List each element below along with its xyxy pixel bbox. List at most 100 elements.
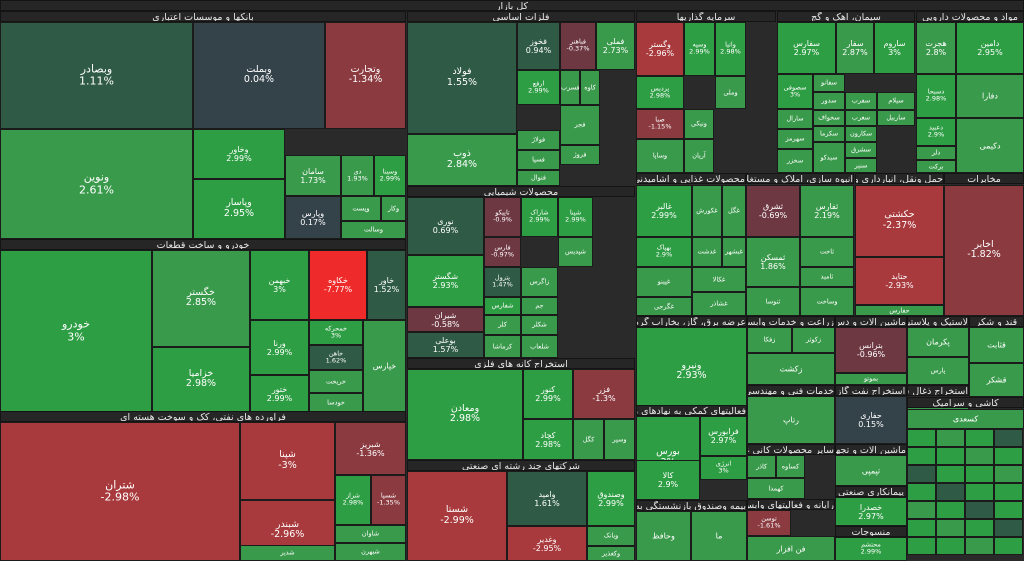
- stock-tile[interactable]: دفارا: [956, 74, 1024, 118]
- stock-tile[interactable]: وبصادر 1.11%: [0, 22, 193, 129]
- stock-tile[interactable]: قثابت: [969, 327, 1024, 363]
- stock-tile[interactable]: دی 1.93%: [341, 155, 374, 196]
- stock-tile[interactable]: توسن -1.61%: [747, 510, 791, 536]
- stock-tile[interactable]: شبریز -1.36%: [335, 422, 406, 475]
- sector-header[interactable]: سیمان، آهک و گچ: [777, 11, 915, 22]
- stock-tile[interactable]: شبهرن: [335, 543, 406, 561]
- minor-stock-tile[interactable]: [907, 429, 936, 447]
- stock-tile[interactable]: شراز 2.98%: [335, 475, 371, 525]
- stock-tile[interactable]: دسبحا 2.98%: [916, 74, 956, 118]
- sector-header[interactable]: عرضه برق، گاز، بخاراب گرم: [636, 316, 747, 327]
- minor-stock-tile[interactable]: [965, 465, 994, 483]
- stock-tile[interactable]: واتیا 2.98%: [715, 22, 746, 76]
- stock-tile[interactable]: فولاژ: [517, 130, 560, 150]
- stock-tile[interactable]: فخوز 0.94%: [517, 22, 560, 70]
- stock-tile[interactable]: بترانس -0.96%: [835, 327, 907, 373]
- minor-stock-tile[interactable]: [965, 483, 994, 501]
- sector-header[interactable]: حمل ونقل، انبارداری و ارتباطات: [855, 173, 944, 184]
- stock-tile[interactable]: شپنا -3%: [240, 422, 335, 500]
- stock-tile[interactable]: شلعاب: [521, 335, 558, 358]
- stock-tile[interactable]: وساخت: [800, 287, 854, 316]
- stock-tile[interactable]: سهرمز: [777, 129, 813, 149]
- minor-stock-tile[interactable]: [994, 501, 1023, 519]
- stock-tile[interactable]: فن افزار: [747, 536, 835, 561]
- stock-tile[interactable]: زکوثر: [792, 327, 835, 353]
- stock-tile[interactable]: بوعلی 1.57%: [407, 332, 484, 358]
- stock-tile[interactable]: وتجارت -1.34%: [325, 22, 406, 129]
- stock-tile[interactable]: سصوفی 3%: [777, 74, 813, 109]
- stock-tile[interactable]: فرابورس 2.97%: [700, 416, 747, 456]
- stock-tile[interactable]: هجرت 2.8%: [916, 22, 956, 74]
- stock-tile[interactable]: کاوه: [580, 70, 600, 105]
- stock-tile[interactable]: ثشرق -0.69%: [746, 185, 800, 237]
- stock-tile[interactable]: غگرجی: [636, 297, 692, 316]
- stock-tile[interactable]: ساروم 3%: [874, 22, 915, 74]
- stock-tile[interactable]: وسینا 2.99%: [374, 155, 406, 196]
- stock-tile[interactable]: ونیرو 2.93%: [636, 327, 747, 416]
- stock-tile[interactable]: فملی 2.73%: [596, 22, 635, 70]
- stock-tile[interactable]: سفارس 2.97%: [777, 22, 836, 74]
- stock-tile[interactable]: وحافظ: [636, 511, 691, 561]
- stock-tile[interactable]: دعبید 2.9%: [916, 118, 956, 146]
- stock-tile[interactable]: برکت: [916, 160, 956, 173]
- stock-tile[interactable]: فسپا: [517, 150, 560, 170]
- stock-tile[interactable]: وغدیر -2.95%: [507, 526, 587, 561]
- stock-tile[interactable]: جم: [521, 297, 558, 315]
- stock-tile[interactable]: قشکر: [969, 363, 1024, 397]
- stock-tile[interactable]: پردیس 2.98%: [636, 76, 684, 109]
- stock-tile[interactable]: فسرب: [560, 70, 580, 105]
- minor-stock-tile[interactable]: [907, 501, 936, 519]
- sector-header[interactable]: خدمات فنی و مهندسی: [747, 385, 835, 396]
- sector-header[interactable]: استخراج ذغال سنگ: [907, 385, 969, 396]
- stock-tile[interactable]: خاهن 1.62%: [309, 345, 363, 370]
- stock-tile[interactable]: سغرب: [845, 110, 877, 126]
- stock-tile[interactable]: سکرما: [813, 126, 845, 142]
- stock-tile[interactable]: وپاسار 2.95%: [193, 179, 285, 239]
- minor-stock-tile[interactable]: [936, 447, 965, 465]
- stock-tile[interactable]: فولاد 1.55%: [407, 22, 517, 134]
- sector-header[interactable]: منسوجات: [835, 526, 907, 537]
- sector-header[interactable]: فعالیتهای کمکی به نهادهای مال: [636, 405, 747, 416]
- stock-tile[interactable]: تپمپی: [835, 455, 907, 486]
- stock-tile[interactable]: وملی: [715, 76, 746, 109]
- stock-tile[interactable]: پکرمان: [907, 327, 969, 357]
- stock-tile[interactable]: پترول 1.47%: [484, 267, 521, 297]
- stock-tile[interactable]: ثاخت: [800, 237, 854, 267]
- stock-tile[interactable]: ومعادن 2.98%: [407, 369, 523, 460]
- minor-stock-tile[interactable]: [965, 429, 994, 447]
- sector-header[interactable]: مواد و محصولات دارویی: [916, 11, 1024, 22]
- stock-tile[interactable]: اخابر -1.82%: [944, 185, 1024, 316]
- stock-tile[interactable]: فروژ: [560, 145, 600, 165]
- stock-tile[interactable]: کگل: [573, 419, 604, 460]
- stock-tile[interactable]: خپارس: [363, 320, 406, 412]
- minor-stock-tile[interactable]: [994, 465, 1023, 483]
- stock-tile[interactable]: خصدرا 2.97%: [835, 497, 907, 526]
- sector-header[interactable]: مخابرات: [944, 173, 1024, 184]
- stock-tile[interactable]: خبهمن 3%: [250, 250, 309, 320]
- stock-tile[interactable]: خاور 1.52%: [367, 250, 406, 320]
- stock-tile[interactable]: سکارون: [845, 126, 877, 142]
- stock-tile[interactable]: کلر: [484, 315, 521, 335]
- stock-tile[interactable]: ثفارس 2.19%: [800, 185, 854, 237]
- stock-tile[interactable]: وساپا: [636, 139, 684, 173]
- stock-tile[interactable]: فجر: [560, 105, 600, 145]
- minor-stock-tile[interactable]: [965, 519, 994, 537]
- minor-stock-tile[interactable]: [965, 501, 994, 519]
- stock-tile[interactable]: کچاد 2.98%: [523, 419, 573, 460]
- stock-tile[interactable]: ساربیل: [877, 110, 915, 126]
- stock-tile[interactable]: سشرق: [845, 142, 877, 158]
- stock-tile[interactable]: وسپه 2.99%: [684, 22, 715, 76]
- minor-stock-tile[interactable]: [936, 537, 965, 555]
- stock-tile[interactable]: دلر: [916, 146, 956, 160]
- stock-tile[interactable]: خودرو 3%: [0, 250, 152, 412]
- stock-tile[interactable]: وسالت: [341, 221, 406, 239]
- stock-tile[interactable]: ثنوسا: [746, 287, 800, 316]
- stock-tile[interactable]: آریان: [684, 139, 714, 173]
- stock-tile[interactable]: سیلام: [877, 92, 915, 110]
- stock-tile[interactable]: کرماشا: [484, 335, 521, 358]
- minor-stock-tile[interactable]: [907, 537, 936, 555]
- stock-tile[interactable]: ارفع 2.99%: [517, 70, 560, 105]
- minor-stock-tile[interactable]: [994, 483, 1023, 501]
- stock-tile[interactable]: حکشتی -2.37%: [855, 185, 944, 257]
- minor-stock-tile[interactable]: [907, 447, 936, 465]
